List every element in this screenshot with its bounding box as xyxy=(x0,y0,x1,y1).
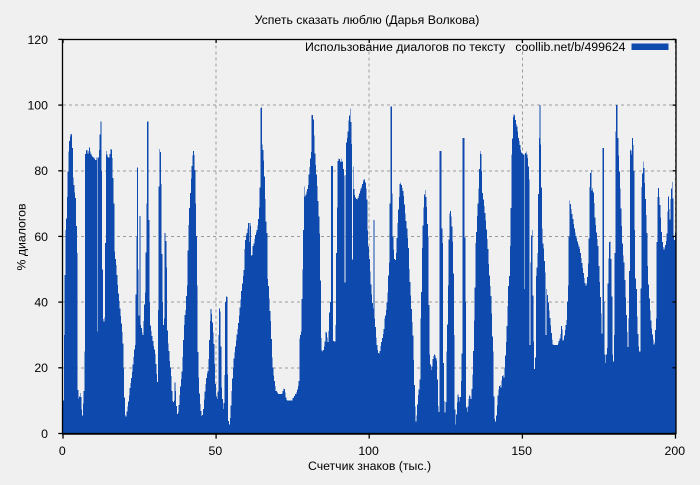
svg-text:% диалогов: % диалогов xyxy=(15,204,29,271)
svg-text:Счетчик знаков (тыс.): Счетчик знаков (тыс.) xyxy=(308,459,431,473)
svg-text:Использование диалогов по текс: Использование диалогов по тексту coollib… xyxy=(305,40,626,54)
svg-text:100: 100 xyxy=(27,99,48,113)
svg-text:0: 0 xyxy=(59,444,66,458)
svg-text:50: 50 xyxy=(209,444,223,458)
svg-text:0: 0 xyxy=(41,427,48,441)
svg-text:150: 150 xyxy=(511,444,532,458)
svg-text:100: 100 xyxy=(358,444,379,458)
svg-text:80: 80 xyxy=(34,164,48,178)
svg-text:60: 60 xyxy=(34,230,48,244)
svg-text:120: 120 xyxy=(27,33,48,47)
svg-text:40: 40 xyxy=(34,296,48,310)
svg-text:20: 20 xyxy=(34,361,48,375)
svg-text:200: 200 xyxy=(665,444,686,458)
svg-text:Успеть сказать люблю (Дарья Во: Успеть сказать люблю (Дарья Волкова) xyxy=(255,13,480,27)
